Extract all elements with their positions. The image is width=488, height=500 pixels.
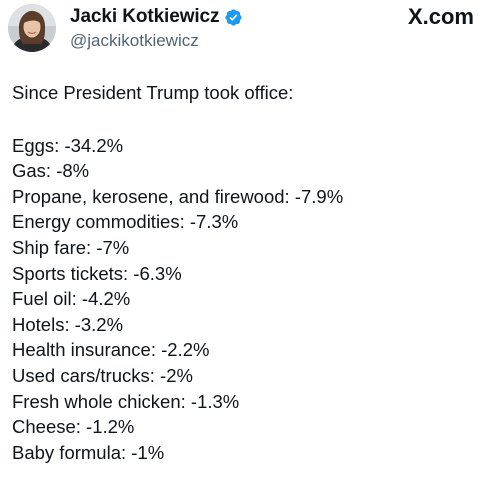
list-item: Energy commodities: -7.3% (12, 211, 239, 233)
avatar[interactable] (8, 4, 56, 52)
tweet-header: Jacki Kotkiewicz @jackikotkiewicz X.com (8, 4, 476, 56)
list-item: Used cars/trucks: -2% (12, 364, 193, 386)
tweet-spacer (12, 106, 480, 133)
list-item: Ship fare: -7% (12, 236, 130, 258)
list-item: Hotels: -3.2% (12, 313, 124, 335)
list-item: Sports tickets: -6.3% (12, 262, 182, 284)
list-item: Eggs: -34.2% (12, 134, 124, 156)
list-item: Propane, kerosene, and firewood: -7.9% (12, 185, 344, 207)
author-block: Jacki Kotkiewicz @jackikotkiewicz (70, 6, 243, 51)
list-item: Health insurance: -2.2% (12, 339, 210, 361)
list-item: Fuel oil: -4.2% (12, 288, 131, 310)
author-handle[interactable]: @jackikotkiewicz (70, 31, 199, 50)
list-item: Gas: -8% (12, 160, 90, 182)
name-row: Jacki Kotkiewicz (70, 6, 243, 28)
author-display-name[interactable]: Jacki Kotkiewicz (70, 6, 220, 27)
list-item: Cheese: -1.2% (12, 416, 135, 438)
tweet-text: Since President Trump took office: Eggs:… (12, 80, 480, 465)
x-com-logo[interactable]: X.com (407, 4, 474, 29)
list-item: Fresh whole chicken: -1.3% (12, 390, 240, 412)
verified-badge-icon (224, 8, 243, 27)
tweet-intro: Since President Trump took office: (12, 82, 294, 103)
avatar-image (8, 4, 56, 52)
list-item: Baby formula: -1% (12, 441, 165, 463)
